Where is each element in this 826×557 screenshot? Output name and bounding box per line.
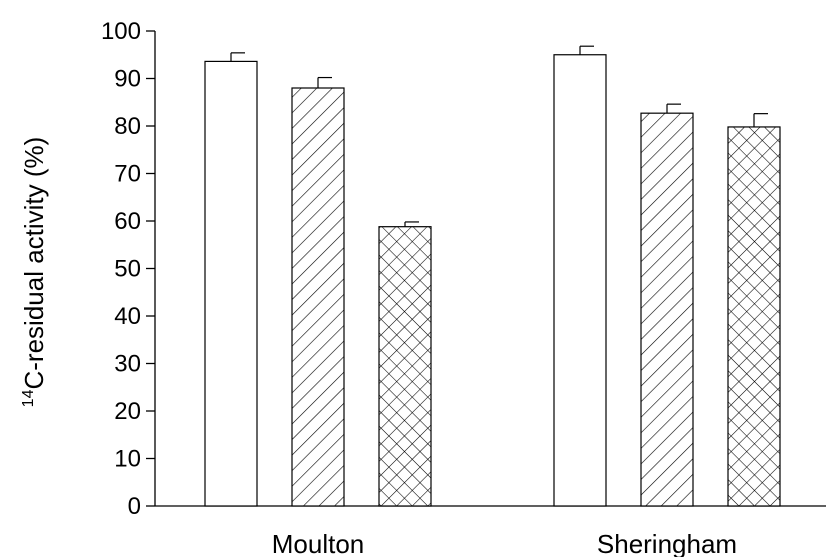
y-tick-label: 50 (114, 256, 141, 283)
y-tick-label: 90 (114, 66, 141, 93)
y-tick-label: 30 (114, 351, 141, 378)
bar (727, 126, 781, 507)
bar (553, 54, 607, 507)
y-tick-label: 40 (114, 303, 141, 330)
x-category-label: Sheringham (597, 529, 737, 557)
y-tick-label: 80 (114, 113, 141, 140)
plot-area: 0 10 20 30 40 50 60 70 80 90 100 Moulton Sheringham (101, 18, 826, 557)
bar (204, 60, 258, 507)
bar (640, 112, 694, 507)
y-axis-title-superscript: 14 (20, 389, 37, 407)
bar (291, 87, 345, 507)
y-axis-title-text: C-residual activity (%) (19, 137, 49, 390)
y-tick-label: 0 (128, 493, 141, 520)
y-tick-label: 20 (114, 398, 141, 425)
x-category-label: Moulton (272, 529, 365, 557)
y-tick-label: 70 (114, 161, 141, 188)
bar (378, 226, 432, 507)
y-tick-label: 100 (101, 18, 141, 45)
y-axis-title: 14C-residual activity (%) (19, 137, 49, 408)
y-tick-label: 10 (114, 446, 141, 473)
y-tick-label: 60 (114, 208, 141, 235)
svg-text:14C-residual activity (%): 14C-residual activity (%) (19, 137, 49, 408)
